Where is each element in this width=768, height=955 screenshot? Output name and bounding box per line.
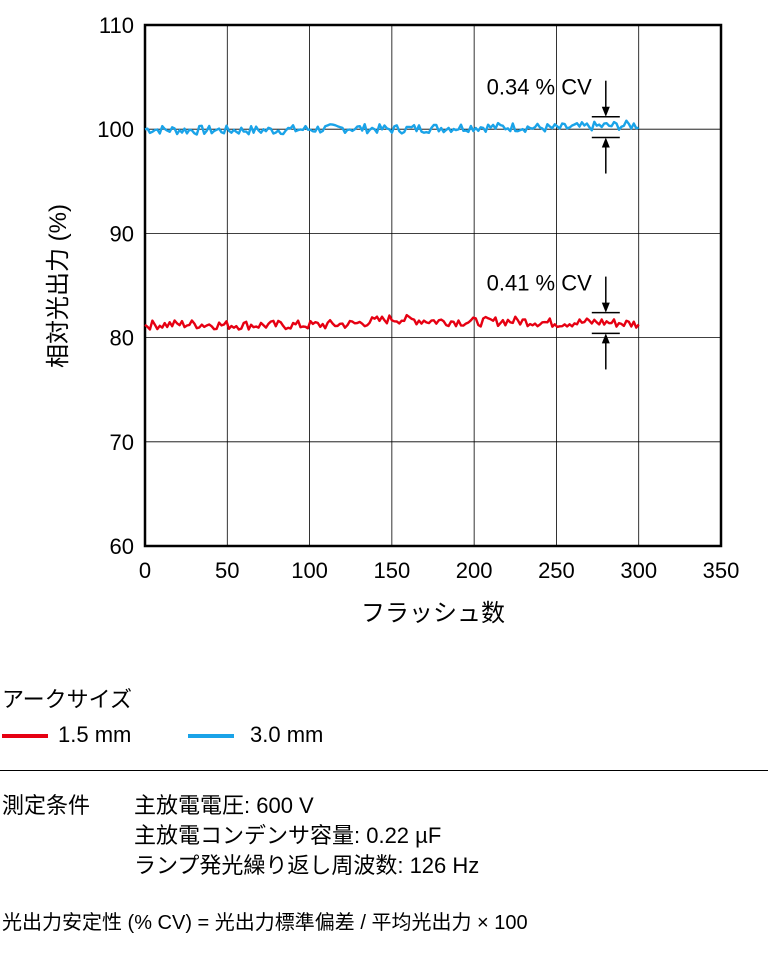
y-tick-label: 110 <box>99 13 134 38</box>
chart-tick-labels: 0 50 100 150 200 250 300 350 60 70 80 90 100 110 <box>97 13 739 583</box>
legend-swatch-1-5mm <box>2 734 48 738</box>
legend-label-3-0mm: 3.0 mm <box>250 722 324 747</box>
legend: 1.5 mm 3.0 mm <box>0 722 500 752</box>
x-tick-label: 100 <box>291 558 328 583</box>
chart-annotations: 0.34 % CV 0.41 % CV <box>487 75 620 370</box>
divider <box>0 770 768 771</box>
x-tick-label: 150 <box>373 558 410 583</box>
y-tick-label: 60 <box>110 534 134 559</box>
y-axis-label: 相対光出力 (%) <box>45 204 72 368</box>
y-tick-label: 80 <box>110 326 134 351</box>
legend-swatch-3-0mm <box>188 734 234 738</box>
condition-voltage: 主放電電圧: 600 V <box>134 793 314 818</box>
cv-arrowhead-down <box>601 302 610 313</box>
y-tick-label: 70 <box>110 430 134 455</box>
legend-title: アークサイズ <box>2 687 133 712</box>
cv-marker-1: 0.41 % CV <box>487 271 620 370</box>
x-tick-label: 0 <box>139 558 151 583</box>
cv-arrowhead-up <box>601 333 610 344</box>
x-tick-label: 350 <box>703 558 740 583</box>
chart-series <box>144 119 640 331</box>
y-tick-label: 90 <box>110 221 134 246</box>
conditions-label: 測定条件 <box>2 793 91 818</box>
chart: 0.34 % CV 0.41 % CV 0 50 100 150 200 250 300 350… <box>45 13 739 627</box>
cv-annotation-label: 0.34 % CV <box>487 75 592 100</box>
cv-arrowhead-down <box>601 106 610 117</box>
cv-marker-0: 0.34 % CV <box>487 75 620 174</box>
legend-label-1-5mm: 1.5 mm <box>58 722 132 747</box>
cv-arrowhead-up <box>601 137 610 148</box>
x-tick-label: 250 <box>538 558 575 583</box>
chart-grid <box>145 25 721 546</box>
cv-annotation-label: 0.41 % CV <box>487 271 592 296</box>
condition-frequency: ランプ発光繰り返し周波数: 126 Hz <box>134 853 480 878</box>
x-tick-label: 50 <box>215 558 239 583</box>
x-axis-label: フラッシュ数 <box>361 600 505 627</box>
stability-formula: 光出力安定性 (% CV) = 光出力標準偏差 / 平均光出力 × 100 <box>2 912 528 934</box>
series-line-1-5mm <box>144 313 640 331</box>
condition-capacitance: 主放電コンデンサ容量: 0.22 µF <box>134 823 442 848</box>
x-tick-label: 300 <box>620 558 657 583</box>
x-tick-label: 200 <box>456 558 493 583</box>
series-line-3-0mm <box>144 119 639 136</box>
y-tick-label: 100 <box>97 117 134 142</box>
plot-frame <box>143 23 723 548</box>
